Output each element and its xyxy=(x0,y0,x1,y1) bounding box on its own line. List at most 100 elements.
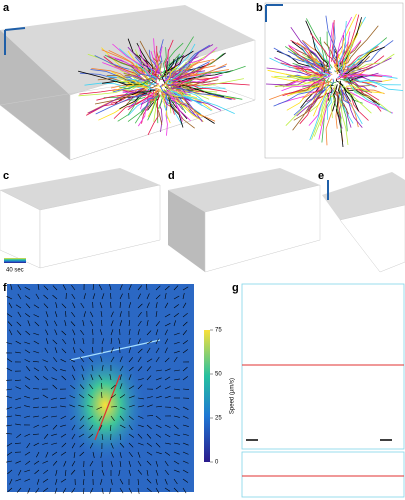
vector xyxy=(155,285,161,291)
track xyxy=(342,55,370,72)
vector xyxy=(137,405,144,408)
vector xyxy=(119,293,123,300)
track xyxy=(112,43,152,78)
vector xyxy=(16,321,22,327)
vector xyxy=(15,340,22,345)
vector xyxy=(71,312,76,318)
track xyxy=(346,75,364,84)
vector xyxy=(101,433,104,440)
vector xyxy=(9,329,13,336)
vector xyxy=(173,433,180,436)
track xyxy=(347,72,379,80)
cell-tracks xyxy=(77,13,404,148)
vector xyxy=(72,374,76,381)
vector xyxy=(128,487,132,494)
vector xyxy=(62,487,67,494)
vector xyxy=(7,487,13,493)
vector xyxy=(137,293,141,300)
vector xyxy=(182,460,189,464)
vector xyxy=(128,357,134,363)
vector xyxy=(24,286,31,291)
track xyxy=(147,95,161,136)
vector xyxy=(71,365,76,372)
vector xyxy=(34,469,40,475)
vector xyxy=(155,377,162,381)
vector xyxy=(119,460,122,467)
vector xyxy=(164,368,171,372)
track xyxy=(168,89,191,121)
vector xyxy=(155,433,162,438)
vector xyxy=(128,320,131,327)
vector xyxy=(119,284,123,291)
vector xyxy=(8,302,13,309)
vector xyxy=(34,321,40,327)
track xyxy=(350,84,392,114)
vector xyxy=(60,424,67,427)
track xyxy=(171,59,215,78)
vector xyxy=(33,397,40,400)
vector xyxy=(60,451,67,456)
vector xyxy=(92,284,95,291)
vector xyxy=(82,320,85,327)
panel-label: e xyxy=(318,170,324,182)
vector xyxy=(119,311,122,318)
vector xyxy=(164,469,169,475)
vector xyxy=(55,469,58,476)
track xyxy=(170,93,202,115)
vector xyxy=(128,374,132,381)
vector xyxy=(155,424,162,428)
vector xyxy=(146,460,152,466)
vector xyxy=(164,376,171,381)
vector xyxy=(32,361,40,363)
vector xyxy=(137,415,144,419)
track xyxy=(148,49,160,78)
vector xyxy=(89,384,94,390)
vector xyxy=(182,330,188,336)
vector xyxy=(110,356,115,363)
track xyxy=(147,93,156,118)
vector xyxy=(173,406,180,410)
vector xyxy=(173,442,180,445)
track xyxy=(166,56,179,74)
track xyxy=(165,59,191,78)
track xyxy=(161,65,178,88)
vector xyxy=(79,384,85,390)
vector xyxy=(119,433,121,441)
vector xyxy=(89,442,94,449)
vector xyxy=(101,319,103,327)
vector xyxy=(88,433,94,439)
track xyxy=(164,39,174,72)
vector xyxy=(14,442,22,444)
vector xyxy=(32,433,40,435)
vector xyxy=(87,405,94,408)
track xyxy=(274,77,321,87)
track xyxy=(159,85,168,111)
vector xyxy=(42,442,49,445)
vector xyxy=(63,460,67,467)
vector xyxy=(33,442,40,446)
track xyxy=(338,73,363,79)
vector xyxy=(43,376,49,381)
vector xyxy=(53,357,58,363)
vector xyxy=(155,487,160,494)
vector xyxy=(24,396,31,399)
vector xyxy=(32,388,40,390)
vector xyxy=(146,451,153,456)
vector xyxy=(43,487,49,492)
vector xyxy=(52,294,58,300)
vector xyxy=(78,404,85,408)
track xyxy=(110,84,150,89)
vector xyxy=(137,384,143,390)
panel-g-frame xyxy=(241,283,405,498)
track xyxy=(136,42,156,77)
vector xyxy=(15,414,22,417)
track xyxy=(174,62,210,82)
vector xyxy=(17,311,22,318)
vector xyxy=(182,478,189,483)
vector xyxy=(79,451,85,457)
panel-label: d xyxy=(168,170,175,182)
vector xyxy=(89,424,94,431)
vector xyxy=(17,284,22,291)
vector xyxy=(51,442,58,445)
vector xyxy=(182,340,188,345)
